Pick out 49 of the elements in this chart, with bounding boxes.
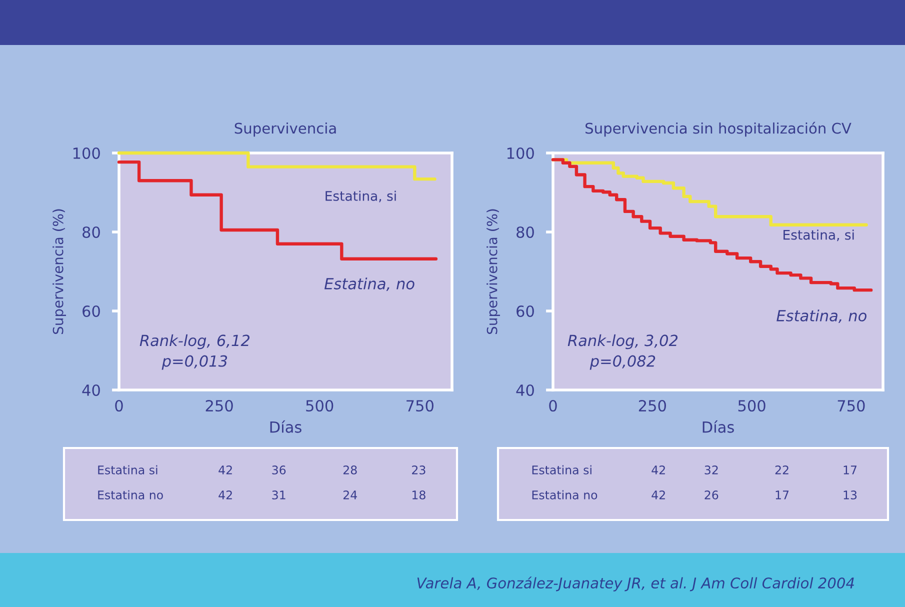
text: 36 [272,465,286,474]
text: 42 [652,490,665,500]
y-tick-label: 60 [82,305,100,318]
text: 42 [218,490,232,500]
y-axis-title: Supervivencia (%) [486,209,500,334]
chart-title: Supervivencia sin hospitalización CV [586,122,852,137]
text: Estatina si [532,465,592,474]
series-label: Estatina, no [776,310,866,323]
text: 23 [412,465,426,474]
text: 28 [343,465,357,474]
annotation: Rank-log, 3,02 p=0,082 [568,334,678,370]
text: Varela A, González-Juanatey JR, et al. J Am Coll Cardiol 2004 [417,576,854,592]
x-tick-label: 750 [838,400,865,412]
x-tick-label: 0 [115,400,123,412]
x-axis-title: Días [702,420,734,433]
text: 17 [844,466,856,474]
x-tick-label: 250 [206,400,233,412]
y-tick-label: 40 [516,384,534,396]
chart-title: Supervivencia [234,122,336,137]
text: 18 [412,490,426,500]
text: 24 [343,490,357,500]
text: Estatina no [532,490,598,500]
text: 26 [704,490,718,500]
annotation: Rank-log, 6,12 p=0,013 [140,334,250,370]
x-tick-label: 500 [306,400,334,412]
text: Estatina si [98,465,158,474]
text: 31 [272,490,286,500]
text: 17 [776,490,789,500]
text: 13 [844,490,857,500]
text: 42 [218,465,232,474]
y-tick-label: 40 [82,384,100,396]
y-tick-label: 100 [507,147,534,160]
series-label: Estatina, no [324,278,414,291]
text: Estatina no [98,490,163,500]
x-tick-label: 0 [549,400,557,412]
series-label: Estatina, si [326,190,396,202]
y-tick-label: 60 [516,305,534,318]
text: 42 [652,465,665,474]
y-tick-label: 80 [82,226,100,238]
series-label: Estatina, si [784,230,854,242]
y-axis-title: Supervivencia (%) [52,209,66,334]
y-tick-label: 80 [516,226,534,238]
text: 32 [704,465,718,474]
text: 22 [775,465,788,474]
x-tick-label: 250 [638,400,666,412]
x-tick-label: 750 [406,400,434,412]
x-tick-label: 500 [738,400,766,412]
y-tick-label: 100 [73,147,100,160]
x-axis-title: Días [270,420,302,433]
